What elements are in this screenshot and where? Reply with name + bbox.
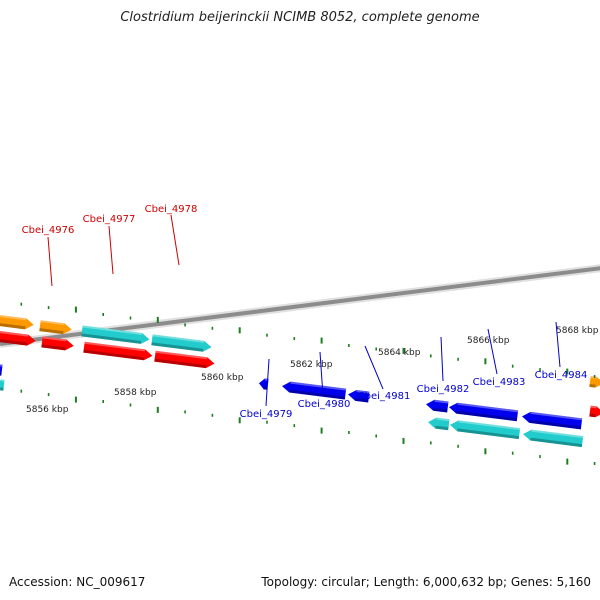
accession-text: Accession: NC_009617 — [9, 575, 146, 589]
cds-forward-arrow — [83, 341, 153, 361]
gene-label: Cbei_4979 — [240, 409, 293, 420]
gene-forward-arrow — [0, 314, 34, 330]
ruler-label: 5868 kbp — [556, 326, 599, 336]
ruler-label: 5858 kbp — [114, 388, 157, 398]
gene-label-connector — [108, 225, 114, 275]
gene-forward-arrow — [151, 334, 212, 352]
cds-forward-arrow — [0, 330, 36, 346]
ruler-label: 5860 kbp — [201, 373, 244, 383]
gene-label-connector — [319, 351, 324, 397]
gene-label-connector — [170, 214, 180, 266]
gene-label: Cbei_4981 — [358, 391, 411, 402]
gene-label-connector — [440, 336, 444, 382]
cds-forward-arrow — [589, 405, 600, 418]
gene-label-connector — [265, 358, 270, 407]
cds-reverse-arrow — [0, 364, 3, 376]
gene-label: Cbei_4976 — [22, 225, 75, 236]
gene-label: Cbei_4982 — [417, 384, 470, 395]
gene-label-connector — [555, 321, 561, 368]
gene-label: Cbei_4984 — [535, 370, 588, 381]
gene-label-connector — [364, 345, 384, 390]
ruler-label: 5866 kbp — [467, 336, 510, 346]
gene-reverse-arrow — [450, 420, 521, 440]
cds-reverse-arrow — [449, 402, 519, 422]
ruler-label: 5856 kbp — [26, 405, 69, 415]
cds-reverse-arrow — [282, 381, 347, 400]
cds-forward-arrow — [41, 336, 74, 351]
gene-label: Cbei_4983 — [473, 377, 526, 388]
cds-reverse-arrow — [522, 411, 583, 430]
ruler-label: 5862 kbp — [290, 360, 333, 370]
cds-reverse-arrow — [426, 399, 449, 413]
cds-reverse-arrow — [348, 389, 370, 403]
gene-reverse-arrow — [0, 379, 5, 391]
gene-reverse-arrow — [428, 417, 450, 431]
map-title: Clostridium beijerinckii NCIMB 8052, com… — [120, 10, 480, 25]
gene-label-connector — [487, 328, 498, 375]
gene-label-connector — [47, 236, 53, 287]
gene-forward-arrow — [39, 320, 72, 335]
genome-summary-text: Topology: circular; Length: 6,000,632 bp… — [261, 575, 591, 589]
gene-label: Cbei_4977 — [83, 214, 136, 225]
ruler-label: 5864 kbp — [378, 348, 421, 358]
gene-label: Cbei_4978 — [145, 204, 198, 215]
cds-forward-arrow — [154, 350, 215, 369]
gene-label: Cbei_4980 — [298, 399, 351, 410]
gene-reverse-arrow — [523, 429, 584, 448]
gene-forward-arrow — [81, 325, 150, 344]
